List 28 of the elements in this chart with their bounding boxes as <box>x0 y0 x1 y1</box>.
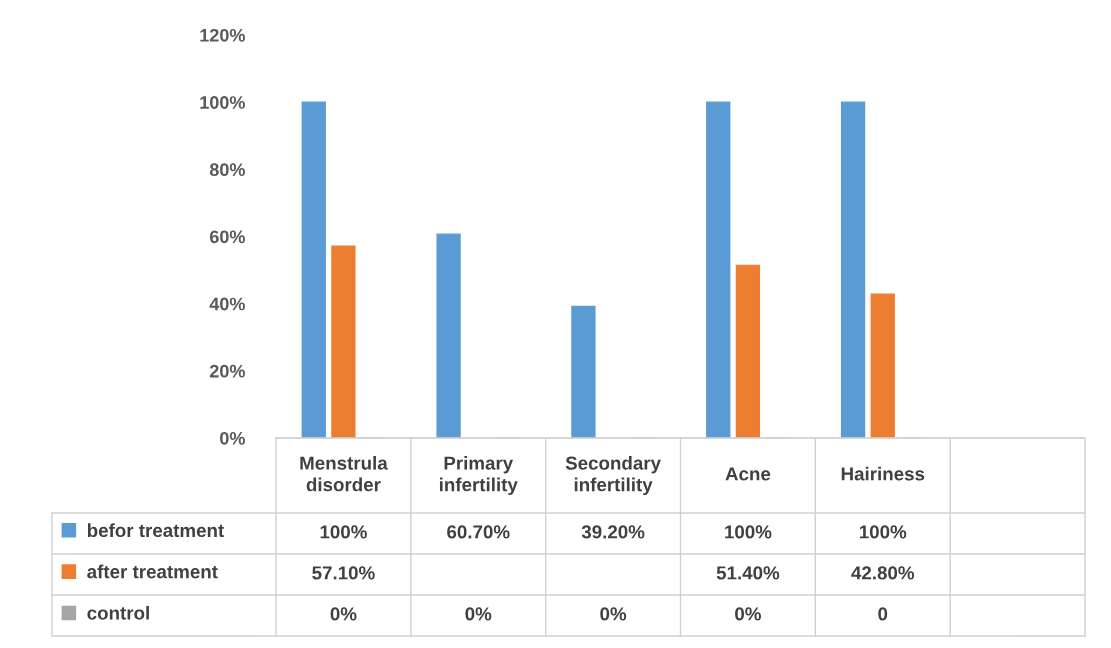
y-tick-label: 100% <box>200 96 245 109</box>
y-tick-label: 0% <box>220 431 245 445</box>
x-tick-label: Menstrula disorder <box>300 455 388 492</box>
data-label: 100% <box>725 525 772 539</box>
legend-label: control <box>87 605 149 620</box>
data-label: 39.20% <box>581 525 645 539</box>
data-label: 51.40% <box>716 566 780 580</box>
x-tick-label: Acne <box>725 467 771 481</box>
y-tick-label: 40% <box>209 297 245 311</box>
data-label: 0% <box>735 607 761 621</box>
data-label: 0% <box>465 607 492 621</box>
y-tick-label: 60% <box>209 230 245 244</box>
data-label: 0% <box>330 607 357 621</box>
data-label: 60.70% <box>447 525 510 539</box>
data-label: 0 <box>878 607 888 621</box>
y-tick-label: 20% <box>209 364 245 378</box>
x-tick-label: Secondary infertility <box>565 455 661 496</box>
x-tick-label: Hairiness <box>841 466 925 481</box>
x-tick-label: Primary infertility <box>439 455 518 496</box>
y-tick-label: 120% <box>200 28 245 42</box>
data-label: 42.80% <box>851 566 915 580</box>
data-label: 0% <box>600 607 627 621</box>
y-tick-label: 80% <box>209 163 245 177</box>
data-label: 100% <box>320 525 367 539</box>
data-label: 57.10% <box>312 566 375 580</box>
legend-label: befor treatment <box>87 523 224 538</box>
data-label: 100% <box>859 525 907 539</box>
legend-label: after treatment <box>87 564 218 579</box>
